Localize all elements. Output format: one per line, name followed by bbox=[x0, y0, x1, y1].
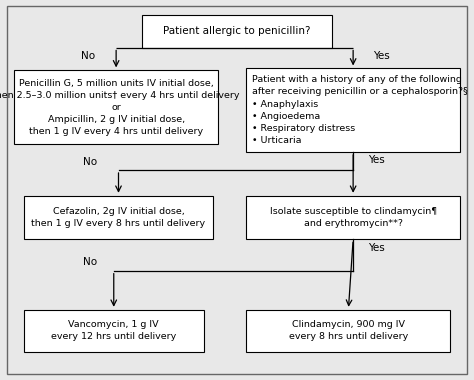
FancyBboxPatch shape bbox=[246, 68, 460, 152]
FancyBboxPatch shape bbox=[24, 310, 204, 352]
Text: Yes: Yes bbox=[373, 51, 390, 61]
Text: Penicillin G, 5 million units IV initial dose,
then 2.5–3.0 million units† every: Penicillin G, 5 million units IV initial… bbox=[0, 79, 240, 136]
Text: No: No bbox=[81, 51, 95, 61]
Text: Vancomycin, 1 g IV
every 12 hrs until delivery: Vancomycin, 1 g IV every 12 hrs until de… bbox=[51, 320, 176, 341]
Text: No: No bbox=[83, 157, 97, 167]
Text: Yes: Yes bbox=[368, 155, 385, 165]
FancyBboxPatch shape bbox=[246, 310, 450, 352]
FancyBboxPatch shape bbox=[246, 196, 460, 239]
Text: Cefazolin, 2g IV initial dose,
then 1 g IV every 8 hrs until delivery: Cefazolin, 2g IV initial dose, then 1 g … bbox=[31, 207, 206, 228]
Text: Isolate susceptible to clindamycin¶
and erythromycin**?: Isolate susceptible to clindamycin¶ and … bbox=[270, 207, 437, 228]
FancyBboxPatch shape bbox=[24, 196, 213, 239]
Text: No: No bbox=[83, 257, 97, 268]
Text: Yes: Yes bbox=[368, 243, 385, 253]
FancyBboxPatch shape bbox=[14, 70, 218, 144]
Text: Clindamycin, 900 mg IV
every 8 hrs until delivery: Clindamycin, 900 mg IV every 8 hrs until… bbox=[289, 320, 408, 341]
FancyBboxPatch shape bbox=[142, 15, 332, 48]
Text: Patient allergic to penicillin?: Patient allergic to penicillin? bbox=[163, 26, 311, 36]
Text: Patient with a history of any of the following
after receiving penicillin or a c: Patient with a history of any of the fol… bbox=[252, 75, 468, 145]
